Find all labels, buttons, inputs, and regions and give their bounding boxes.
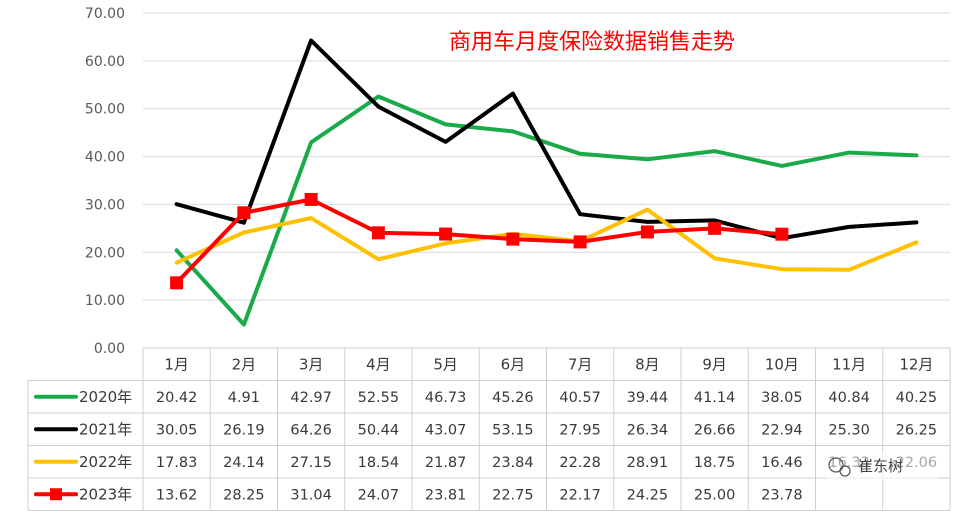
data-point <box>708 221 722 235</box>
data-label: 31.04 <box>290 487 332 503</box>
data-point <box>573 235 587 249</box>
watermark-text: 崔东树 <box>858 457 903 475</box>
data-point <box>304 192 318 206</box>
series-line <box>174 38 919 241</box>
series-line <box>174 94 919 327</box>
data-label: 25.30 <box>828 422 870 438</box>
data-label: 53.15 <box>492 422 534 438</box>
y-tick-label: 0.00 <box>94 341 125 357</box>
data-label: 24.07 <box>358 487 400 503</box>
data-label: 20.42 <box>156 390 198 406</box>
x-tick-label: 3月 <box>299 355 324 373</box>
x-tick-label: 10月 <box>765 355 799 373</box>
wechat-icon <box>828 457 844 473</box>
y-tick-label: 20.00 <box>85 245 125 261</box>
chart-title: 商用车月度保险数据销售走势 <box>449 30 735 55</box>
grid <box>143 12 950 349</box>
data-label: 26.25 <box>896 422 938 438</box>
series-lines <box>170 38 919 327</box>
data-label: 22.75 <box>492 487 534 503</box>
data-label: 50.44 <box>358 422 400 438</box>
data-point <box>640 225 654 239</box>
x-tick-label: 11月 <box>832 355 866 373</box>
legend-marker <box>50 488 62 501</box>
data-label: 28.25 <box>223 487 265 503</box>
x-tick-label: 12月 <box>899 355 933 373</box>
y-tick-label: 10.00 <box>85 293 125 309</box>
data-label: 38.05 <box>761 390 803 406</box>
data-label: 21.87 <box>425 455 467 471</box>
data-label: 18.75 <box>694 455 736 471</box>
data-point <box>237 206 251 220</box>
y-axis: 0.00 10.00 20.00 30.00 40.00 50.00 60.00 70.00 <box>85 6 125 357</box>
data-label: 41.14 <box>694 390 736 406</box>
legend-label: 2022年 <box>79 453 132 471</box>
x-tick-label: 7月 <box>568 355 593 373</box>
x-tick-label: 5月 <box>433 355 458 373</box>
y-tick-label: 70.00 <box>85 6 125 22</box>
data-label: 22.28 <box>559 455 601 471</box>
data-label: 30.05 <box>156 422 198 438</box>
data-label: 45.26 <box>492 390 534 406</box>
data-point <box>439 227 453 241</box>
data-label: 25.00 <box>694 487 736 503</box>
data-label: 27.15 <box>290 455 332 471</box>
data-label: 40.57 <box>559 390 601 406</box>
data-label: 23.84 <box>492 455 534 471</box>
y-tick-label: 60.00 <box>85 54 125 70</box>
series-line <box>174 197 784 285</box>
data-point <box>371 226 385 240</box>
data-label: 52.55 <box>358 390 400 406</box>
data-label: 46.73 <box>425 390 467 406</box>
y-tick-label: 40.00 <box>85 150 125 166</box>
data-label: 64.26 <box>290 422 332 438</box>
x-tick-label: 9月 <box>702 355 727 373</box>
data-point <box>506 232 520 246</box>
data-label: 23.81 <box>425 487 467 503</box>
data-label: 26.19 <box>223 422 265 438</box>
data-label: 26.34 <box>627 422 669 438</box>
data-table: 1月 2月 3月 4月 5月 6月 7月 8月 9月 10月 11月 12月 2020年 20.42 4.9… <box>27 347 951 511</box>
x-tick-label: 6月 <box>501 355 526 373</box>
data-label: 43.07 <box>425 422 467 438</box>
data-label: 27.95 <box>559 422 601 438</box>
legend-label: 2023年 <box>79 485 132 503</box>
x-tick-label: 2月 <box>232 355 257 373</box>
series-line <box>174 207 919 272</box>
data-label: 16.46 <box>761 455 803 471</box>
data-label: 39.44 <box>627 390 669 406</box>
watermark: 崔东树 <box>826 452 938 480</box>
data-point <box>775 227 789 241</box>
data-label: 42.97 <box>290 390 332 406</box>
x-tick-label: 8月 <box>635 355 660 373</box>
data-label: 18.54 <box>358 455 400 471</box>
data-label: 26.66 <box>694 422 736 438</box>
data-label: 24.14 <box>223 455 265 471</box>
wechat-icon-small <box>839 465 851 477</box>
x-tick-label: 1月 <box>164 355 189 373</box>
data-label: 4.91 <box>228 390 260 406</box>
y-tick-label: 30.00 <box>85 197 125 213</box>
legend-label: 2020年 <box>79 388 132 406</box>
data-label: 23.78 <box>761 487 803 503</box>
legend-label: 2021年 <box>79 420 132 438</box>
x-tick-label: 4月 <box>366 355 391 373</box>
y-tick-label: 50.00 <box>85 102 125 118</box>
data-label: 22.94 <box>761 422 803 438</box>
data-label: 22.17 <box>559 487 601 503</box>
data-label: 40.84 <box>828 390 870 406</box>
data-label: 40.25 <box>896 390 938 406</box>
data-label: 24.25 <box>627 487 669 503</box>
data-label: 17.83 <box>156 455 198 471</box>
data-label: 13.62 <box>156 487 198 503</box>
data-point <box>170 276 184 290</box>
data-label: 28.91 <box>627 455 669 471</box>
